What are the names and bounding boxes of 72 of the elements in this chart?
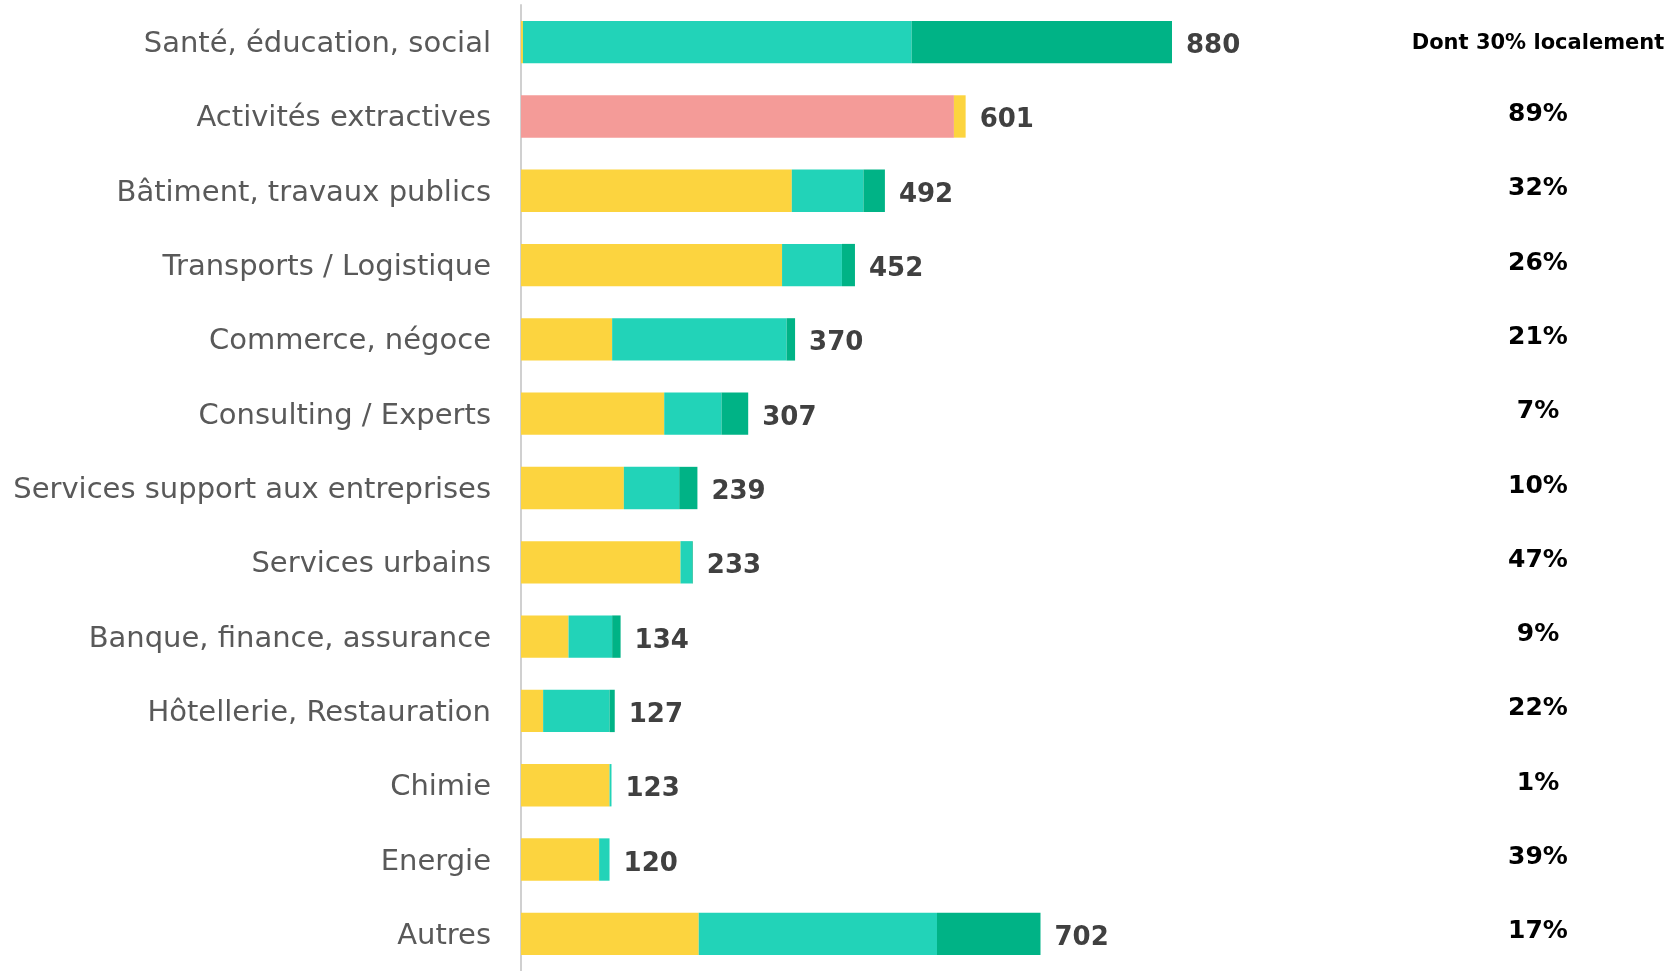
text: 10% bbox=[1508, 469, 1568, 499]
annotation: 239 bbox=[711, 475, 766, 505]
text: 89% bbox=[1508, 97, 1568, 127]
bar bbox=[521, 689, 544, 733]
annotation: 233 bbox=[706, 549, 762, 580]
y-tick-label: Consulting / Experts bbox=[198, 396, 491, 431]
y-tick-label: Autres bbox=[397, 916, 491, 951]
bar bbox=[612, 615, 621, 658]
annotation: 134 bbox=[634, 623, 689, 654]
text: 39% bbox=[1508, 841, 1568, 871]
annotation: 492 bbox=[898, 177, 954, 208]
bar bbox=[521, 318, 613, 361]
y-tick-label: Commerce, négoce bbox=[209, 322, 491, 357]
bar bbox=[521, 838, 600, 881]
y-tick-label: Activités extractives bbox=[196, 99, 491, 134]
bar bbox=[791, 169, 864, 212]
y-tick-label: Transports / Logistique bbox=[161, 248, 491, 283]
text: 47% bbox=[1508, 543, 1568, 573]
bar bbox=[953, 95, 966, 138]
bar bbox=[679, 466, 698, 510]
bar bbox=[521, 764, 610, 807]
y-tick-label: Banque, finance, assurance bbox=[88, 619, 491, 654]
text: 22% bbox=[1508, 692, 1568, 722]
y-tick-label: Chimie bbox=[390, 768, 491, 803]
bar bbox=[521, 169, 792, 212]
annotation: 120 bbox=[623, 846, 678, 877]
bar bbox=[680, 541, 693, 584]
bar bbox=[599, 838, 610, 881]
bar bbox=[521, 466, 624, 510]
bar bbox=[623, 466, 680, 510]
bar bbox=[664, 392, 722, 435]
bar bbox=[841, 243, 855, 287]
bar bbox=[911, 20, 1172, 64]
bar bbox=[936, 912, 1041, 956]
bar bbox=[863, 169, 885, 212]
text: Dont 30% localement bbox=[1411, 30, 1665, 55]
annotation: 702 bbox=[1054, 920, 1109, 951]
bar bbox=[568, 615, 613, 658]
annotation: 127 bbox=[628, 697, 684, 728]
bar bbox=[522, 20, 912, 64]
bar bbox=[543, 689, 610, 733]
text: 21% bbox=[1508, 320, 1568, 350]
bar bbox=[521, 392, 665, 435]
annotation: 370 bbox=[809, 326, 864, 357]
text: 17% bbox=[1508, 915, 1568, 945]
y-tick-label: Hôtellerie, Restauration bbox=[147, 693, 491, 728]
bar bbox=[521, 243, 783, 287]
annotation: 452 bbox=[868, 252, 924, 283]
bar bbox=[782, 243, 842, 287]
bar bbox=[721, 392, 749, 435]
y-tick-label: Services urbains bbox=[251, 545, 491, 580]
text: 1% bbox=[1516, 766, 1560, 796]
annotation: 307 bbox=[762, 400, 817, 431]
bar bbox=[609, 689, 615, 733]
text: 7% bbox=[1516, 395, 1560, 425]
annotation: 880 bbox=[1186, 29, 1241, 60]
y-tick-label: Bâtiment, travaux publics bbox=[116, 173, 491, 208]
text: 26% bbox=[1508, 246, 1568, 276]
annotation: 601 bbox=[979, 103, 1034, 134]
bar bbox=[521, 95, 954, 138]
bar bbox=[786, 318, 796, 361]
annotation: 123 bbox=[625, 772, 680, 803]
bar bbox=[521, 615, 569, 658]
y-tick-label: Santé, éducation, social bbox=[143, 25, 491, 60]
text: 32% bbox=[1508, 172, 1568, 202]
y-tick-label: Services support aux entreprises bbox=[13, 471, 491, 505]
bar bbox=[612, 318, 787, 361]
bar bbox=[521, 541, 681, 584]
bar bbox=[698, 912, 937, 956]
y-tick-label: Energie bbox=[380, 842, 491, 877]
bar bbox=[521, 912, 699, 956]
text: 9% bbox=[1516, 618, 1560, 648]
